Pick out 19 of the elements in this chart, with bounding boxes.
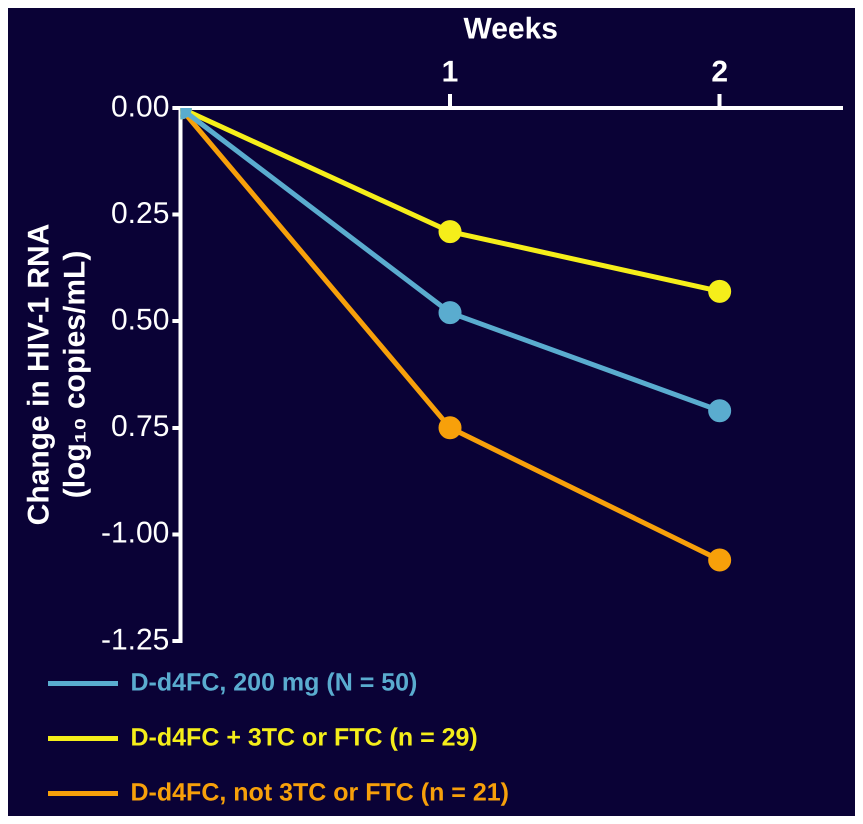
- legend-label: D-d4FC, 200 mg (N = 50): [130, 668, 418, 696]
- x-tick-label: 2: [711, 55, 728, 88]
- point: [708, 280, 732, 303]
- y-axis-title: Change in HIV-1 RNA (log₁₀ copies/mL): [22, 224, 92, 526]
- point: [438, 301, 462, 324]
- x-axis-title: Weeks: [463, 12, 558, 46]
- y-tick-label: 0.00: [110, 90, 170, 124]
- x-tick-label: 1: [442, 55, 458, 88]
- y-tick-label: -1.25: [100, 623, 170, 656]
- point: [708, 399, 732, 422]
- legend-label: D-d4FC, not 3TC or FTC (n = 21): [130, 778, 509, 806]
- legend-label: D-d4FC + 3TC or FTC (n = 29): [130, 723, 478, 752]
- point: [438, 220, 462, 244]
- point: [438, 416, 462, 440]
- point: [708, 548, 732, 572]
- y-tick-label: 0.25: [110, 196, 170, 230]
- y-tick-label: 0.75: [110, 410, 170, 444]
- y-tick-label: 0.50: [110, 303, 170, 336]
- y-tick-label: -1.00: [100, 516, 170, 550]
